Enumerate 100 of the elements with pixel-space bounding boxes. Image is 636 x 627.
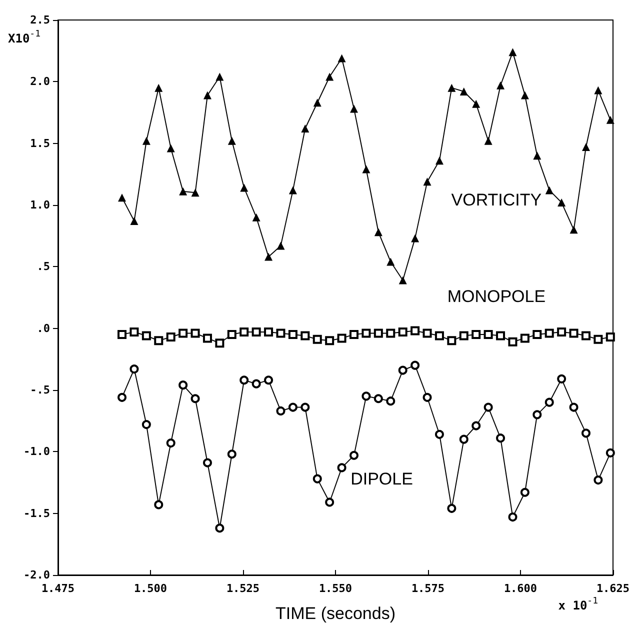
y-tick-label: 2.0 (30, 75, 50, 88)
point (227, 330, 236, 339)
y-tick-label: 1.5 (30, 136, 50, 150)
point (252, 379, 261, 388)
point (410, 360, 420, 370)
point (447, 336, 456, 346)
point (240, 184, 248, 192)
y-tick-label: -1.5 (24, 506, 50, 520)
point (350, 104, 358, 113)
x-tick-label: 1.475 (41, 582, 75, 595)
point (191, 188, 200, 197)
y-tick-label: -.5 (30, 384, 50, 396)
x-tick-label: 1.550 (318, 582, 352, 595)
point (166, 438, 176, 448)
point (472, 100, 480, 108)
point (533, 152, 542, 160)
point (484, 330, 493, 339)
point (350, 330, 358, 339)
point (398, 328, 408, 337)
point (301, 124, 310, 133)
point (472, 330, 481, 339)
x-tick-label: 1.500 (134, 582, 168, 595)
point (338, 54, 346, 62)
point (312, 474, 322, 484)
series-label: VORTICITY (451, 190, 542, 210)
x-tick-label: 1.625 (596, 582, 630, 595)
point (520, 91, 529, 100)
point (178, 328, 188, 338)
point (362, 165, 370, 174)
point (459, 331, 468, 340)
point (227, 450, 236, 459)
point (118, 194, 126, 202)
point (448, 84, 456, 92)
point (606, 448, 615, 458)
point (264, 252, 273, 261)
point (532, 330, 542, 339)
point (422, 328, 432, 338)
point (410, 326, 420, 336)
point (362, 392, 371, 401)
point (423, 178, 432, 186)
point (570, 226, 578, 234)
point (240, 376, 249, 385)
point (459, 434, 468, 444)
point (276, 242, 285, 250)
point (582, 143, 590, 152)
point (325, 336, 334, 346)
point (142, 136, 150, 145)
point (288, 186, 297, 194)
point (215, 338, 224, 348)
point (130, 328, 139, 337)
point (252, 328, 261, 337)
point (520, 334, 530, 343)
point (118, 330, 127, 339)
point (374, 228, 382, 236)
y-tick-label: -2.0 (24, 568, 50, 582)
point (374, 394, 383, 404)
point (252, 213, 260, 222)
point (337, 334, 346, 343)
point (264, 328, 274, 337)
point (545, 186, 554, 194)
point (276, 328, 286, 338)
point (350, 450, 358, 460)
point (496, 331, 506, 340)
point (594, 334, 603, 344)
y-tick-label: .5 (36, 260, 50, 274)
point (154, 336, 164, 346)
point (569, 328, 578, 338)
point (216, 72, 224, 81)
point (386, 396, 396, 406)
point (581, 428, 590, 438)
point (434, 331, 444, 340)
point (508, 337, 518, 346)
point (178, 380, 188, 390)
y-tick-label: .0 (36, 322, 50, 335)
series-label: DIPOLE (350, 469, 413, 488)
y-tick-label: 2.5 (30, 14, 50, 26)
point (472, 421, 481, 430)
point (447, 504, 456, 513)
point (228, 136, 236, 145)
x-axis-title: TIME (seconds) (276, 604, 396, 623)
point (190, 328, 200, 338)
point (532, 410, 542, 420)
point (544, 398, 554, 407)
point (594, 86, 602, 94)
point (374, 328, 383, 338)
point (337, 463, 346, 472)
point (130, 217, 138, 226)
point (215, 524, 224, 533)
point (398, 366, 408, 375)
point (422, 392, 432, 402)
point (398, 276, 407, 284)
y-tick-label: 1.0 (30, 198, 50, 212)
point (130, 364, 139, 374)
point (288, 330, 298, 339)
series-label: MONOPOLE (447, 286, 546, 306)
point (508, 48, 517, 56)
point (544, 328, 554, 338)
x-tick-label: 1.600 (504, 582, 538, 595)
point (166, 144, 175, 152)
point (203, 91, 212, 100)
